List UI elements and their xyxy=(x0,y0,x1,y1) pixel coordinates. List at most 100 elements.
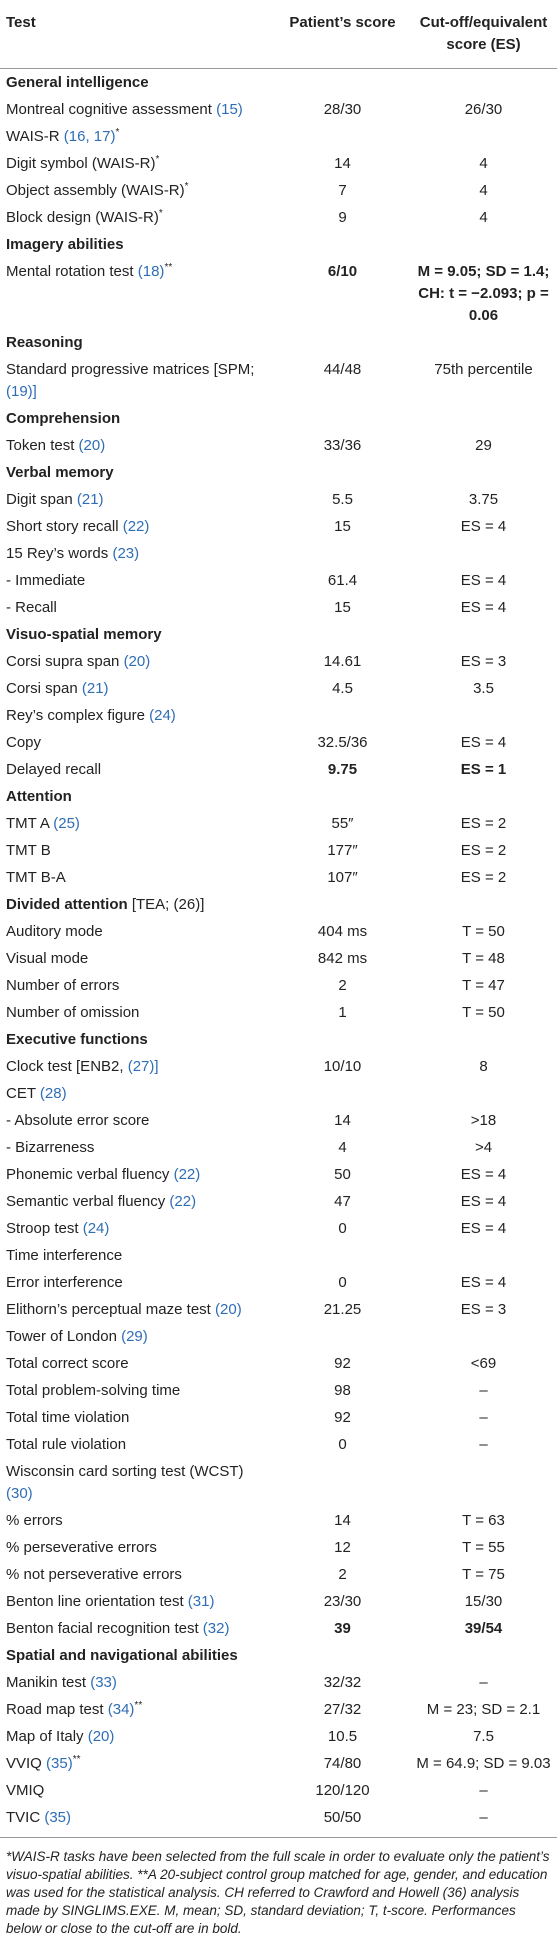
test-name: Corsi supra span xyxy=(6,652,120,670)
score: 404 ms xyxy=(317,922,368,940)
test-cell: Phonemic verbal fluency (22) xyxy=(0,1161,275,1188)
test-name: - Absolute error score xyxy=(6,1111,150,1129)
score-cell: 0 xyxy=(275,1269,410,1296)
cutoff: 75th percentile xyxy=(434,360,533,378)
score-cell: 0 xyxy=(275,1431,410,1458)
test-name: Wisconsin card sorting test (WCST) xyxy=(6,1462,244,1480)
section-title: Visuo-spatial memory xyxy=(6,625,162,643)
cutoff-cell: ES = 4 xyxy=(410,729,557,756)
reference: (20) xyxy=(78,436,106,454)
test-name: Tower of London xyxy=(6,1327,117,1345)
test-cell: Benton facial recognition test (32) xyxy=(0,1615,275,1642)
test-name: Standard progressive matrices [SPM; xyxy=(6,360,255,378)
score-cell: 9 xyxy=(275,204,410,231)
data-row: Time interference xyxy=(0,1242,557,1269)
score-cell xyxy=(275,1323,410,1350)
section-row: Spatial and navigational abilities xyxy=(0,1642,557,1669)
cutoff-cell: – xyxy=(410,1377,557,1404)
test-cell: Mental rotation test (18)** xyxy=(0,258,275,329)
data-row: Error interference 0 ES = 4 xyxy=(0,1269,557,1296)
test-cell: CET (28) xyxy=(0,1080,275,1107)
score-cell: 12 xyxy=(275,1534,410,1561)
score-cell: 4 xyxy=(275,1134,410,1161)
reference: (35) xyxy=(46,1754,73,1772)
test-cell: Auditory mode xyxy=(0,918,275,945)
score: 6/10 xyxy=(327,262,358,280)
score-cell: 50/50 xyxy=(275,1804,410,1831)
cutoff-cell: – xyxy=(410,1669,557,1696)
score-cell: 55″ xyxy=(275,810,410,837)
cutoff-cell: ES = 4 xyxy=(410,1188,557,1215)
score-cell: 14 xyxy=(275,1107,410,1134)
score-cell: 14.61 xyxy=(275,648,410,675)
cutoff-cell: 3.5 xyxy=(410,675,557,702)
score: 98 xyxy=(334,1381,351,1399)
test-name: Stroop test xyxy=(6,1219,79,1237)
section-cell: Comprehension xyxy=(0,405,557,432)
data-row: Map of Italy (20) 10.5 7.5 xyxy=(0,1723,557,1750)
test-name: WAIS-R xyxy=(6,127,60,145)
cutoff: 15/30 xyxy=(464,1592,503,1610)
score-cell: 0 xyxy=(275,1215,410,1242)
header-cell: Cut-off/equivalent score (ES) xyxy=(410,0,557,69)
data-row: Total time violation 92 – xyxy=(0,1404,557,1431)
cutoff: ES = 1 xyxy=(460,760,507,778)
cutoff: ES = 2 xyxy=(460,868,507,886)
cutoff-cell: <69 xyxy=(410,1350,557,1377)
score-cell: 47 xyxy=(275,1188,410,1215)
cutoff-cell: M = 64.9; SD = 9.03 xyxy=(410,1750,557,1777)
score-cell: 10.5 xyxy=(275,1723,410,1750)
cutoff: ES = 4 xyxy=(460,517,507,535)
test-cell: % not perseverative errors xyxy=(0,1561,275,1588)
data-row: TVIC (35) 50/50 – xyxy=(0,1804,557,1831)
score: 50/50 xyxy=(323,1808,362,1826)
cutoff: M = 9.05; SD = 1.4; CH: t = −2.093; p = … xyxy=(417,262,550,324)
cutoff: – xyxy=(479,1673,488,1691)
cutoff: ES = 3 xyxy=(460,1300,507,1318)
section-row: Visuo-spatial memory xyxy=(0,621,557,648)
cutoff-cell xyxy=(410,1080,557,1107)
cutoff-cell: T = 50 xyxy=(410,999,557,1026)
data-row: - Absolute error score 14 >18 xyxy=(0,1107,557,1134)
test-name: Benton line orientation test xyxy=(6,1592,184,1610)
section-title: Executive functions xyxy=(6,1030,148,1048)
cutoff-cell xyxy=(410,540,557,567)
test-cell: Wisconsin card sorting test (WCST) (30) xyxy=(0,1458,275,1507)
cutoff-cell xyxy=(410,123,557,150)
data-row: Copy 32.5/36 ES = 4 xyxy=(0,729,557,756)
score: 23/30 xyxy=(323,1592,362,1610)
cutoff: ES = 2 xyxy=(460,814,507,832)
reference: (21) xyxy=(76,490,104,508)
test-cell: 15 Rey’s words (23) xyxy=(0,540,275,567)
test-name: Visual mode xyxy=(6,949,89,967)
cutoff-cell: T = 50 xyxy=(410,918,557,945)
cutoff-cell: >18 xyxy=(410,1107,557,1134)
section-cell: Executive functions xyxy=(0,1026,557,1053)
cutoff: T = 75 xyxy=(462,1565,505,1583)
test-name: TMT B xyxy=(6,841,51,859)
score: 14 xyxy=(334,1111,351,1129)
cutoff: – xyxy=(479,1381,488,1399)
reference: (31) xyxy=(187,1592,215,1610)
reference: (22) xyxy=(122,517,150,535)
results-table: Test Patient’s score Cut-off/equivalent … xyxy=(0,0,557,1831)
cutoff: 26/30 xyxy=(464,100,503,118)
cutoff: T = 48 xyxy=(462,949,505,967)
cutoff: ES = 4 xyxy=(460,1219,507,1237)
test-name: Short story recall xyxy=(6,517,119,535)
score: 44/48 xyxy=(323,360,362,378)
test-name: Semantic verbal fluency xyxy=(6,1192,166,1210)
reference: (24) xyxy=(82,1219,110,1237)
data-row: Stroop test (24) 0 ES = 4 xyxy=(0,1215,557,1242)
test-name: Error interference xyxy=(6,1273,123,1291)
score: 120/120 xyxy=(315,1781,370,1799)
test-name: Number of errors xyxy=(6,976,120,994)
score: 5.5 xyxy=(332,490,353,508)
cutoff-cell: 8 xyxy=(410,1053,557,1080)
footnote-mark: * xyxy=(155,153,160,165)
score: 0 xyxy=(338,1273,347,1291)
cutoff-cell: T = 48 xyxy=(410,945,557,972)
cutoff: 4 xyxy=(479,208,488,226)
score-cell: 92 xyxy=(275,1404,410,1431)
